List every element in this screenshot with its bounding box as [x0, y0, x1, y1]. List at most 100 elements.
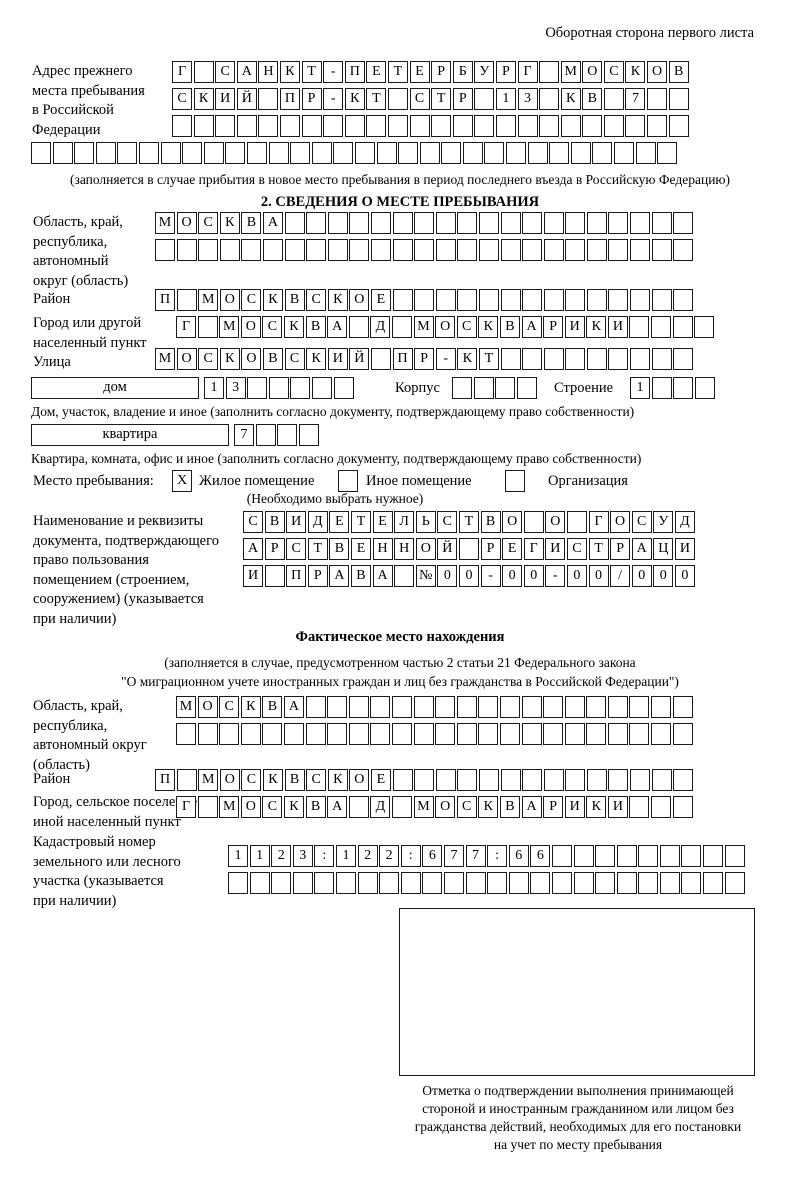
cadastral-r1-cell-19[interactable] — [616, 845, 637, 867]
cadastral-r1-cell-12[interactable]: 7 — [465, 845, 486, 867]
actual-region-r2-cell-19[interactable] — [564, 723, 585, 745]
stroenie-cells[interactable]: 1 — [630, 377, 715, 399]
actual-district-cell-22[interactable] — [608, 769, 629, 791]
previous-address-r4-cell-11[interactable] — [246, 142, 267, 164]
cadastral-r2-cell-9[interactable] — [400, 872, 421, 894]
actual-region-r2-cell-17[interactable] — [521, 723, 542, 745]
street-cell-3[interactable]: С — [198, 348, 219, 370]
document-r3-cell-14[interactable]: 0 — [523, 565, 544, 587]
flat-cell-2[interactable] — [255, 424, 276, 446]
cadastral-r2-cell-8[interactable] — [379, 872, 400, 894]
previous-address-r1-cell-13[interactable]: Р — [431, 61, 452, 83]
actual-region-r2-cell-16[interactable] — [499, 723, 520, 745]
district-cell-2[interactable] — [176, 289, 197, 311]
previous-address-r2-cell-22[interactable]: 7 — [625, 88, 646, 110]
cadastral-r1-cell-7[interactable]: 2 — [357, 845, 378, 867]
cadastral-r1-cell-16[interactable] — [551, 845, 572, 867]
actual-region-r2-cell-21[interactable] — [607, 723, 628, 745]
cadastral-r2-cell-7[interactable] — [357, 872, 378, 894]
stroenie-cell-4[interactable] — [694, 377, 715, 399]
document-r2-cell-17[interactable]: Т — [588, 538, 609, 560]
district-cell-8[interactable]: С — [306, 289, 327, 311]
street-cell-20[interactable] — [565, 348, 586, 370]
cadastral-r2-cell-10[interactable] — [422, 872, 443, 894]
district-cell-23[interactable] — [630, 289, 651, 311]
document-r1-cell-8[interactable]: Л — [394, 511, 415, 533]
previous-address-r4-cell-1[interactable] — [31, 142, 51, 164]
document-r3-cell-5[interactable]: А — [329, 565, 350, 587]
actual-district-cell-13[interactable] — [414, 769, 435, 791]
actual-district-cell-2[interactable] — [176, 769, 197, 791]
previous-address-r2-cell-3[interactable]: И — [215, 88, 236, 110]
actual-region-row-2[interactable] — [176, 723, 693, 745]
street-cell-19[interactable] — [543, 348, 564, 370]
street-cell-4[interactable]: К — [219, 348, 240, 370]
region-r1-cell-10[interactable] — [349, 212, 370, 234]
previous-address-r4-cell-20[interactable] — [441, 142, 462, 164]
previous-address-r4-cell-3[interactable] — [74, 142, 95, 164]
previous-address-r2-cell-1[interactable]: С — [172, 88, 192, 110]
korpus-cell-3[interactable] — [495, 377, 516, 399]
stroenie-cell-2[interactable] — [651, 377, 672, 399]
previous-address-r3-cell-12[interactable] — [409, 115, 430, 137]
city-cell-2[interactable] — [197, 316, 218, 338]
document-r3-cell-4[interactable]: Р — [307, 565, 328, 587]
cadastral-r2-cell-5[interactable] — [314, 872, 335, 894]
document-r1-cell-5[interactable]: Е — [329, 511, 350, 533]
actual-region-r2-cell-11[interactable] — [391, 723, 412, 745]
city-cell-20[interactable]: К — [586, 316, 607, 338]
district-cell-25[interactable] — [673, 289, 694, 311]
street-cell-2[interactable]: О — [176, 348, 197, 370]
region-r1-cell-5[interactable]: В — [241, 212, 262, 234]
city-cell-24[interactable] — [672, 316, 693, 338]
cadastral-r1-cell-11[interactable]: 7 — [443, 845, 464, 867]
previous-address-r1-cell-5[interactable]: Н — [258, 61, 279, 83]
street-cell-13[interactable]: Р — [414, 348, 435, 370]
cadastral-r1-cell-14[interactable]: 6 — [508, 845, 529, 867]
actual-region-r1-cell-8[interactable] — [327, 696, 348, 718]
city-cell-1[interactable]: Г — [176, 316, 196, 338]
previous-address-r1-cell-2[interactable] — [193, 61, 214, 83]
street-cell-18[interactable] — [522, 348, 543, 370]
document-r1-cell-17[interactable]: Г — [588, 511, 609, 533]
cadastral-r2-cell-14[interactable] — [508, 872, 529, 894]
cadastral-r1-cell-3[interactable]: 2 — [271, 845, 292, 867]
region-r2-cell-14[interactable] — [435, 239, 456, 261]
region-r2-cell-21[interactable] — [586, 239, 607, 261]
previous-address-r2-cell-6[interactable]: П — [279, 88, 300, 110]
document-r3-cell-20[interactable]: 0 — [653, 565, 674, 587]
document-r2-cell-6[interactable]: Е — [350, 538, 371, 560]
previous-address-r1-cell-11[interactable]: Т — [387, 61, 408, 83]
street-cell-21[interactable] — [586, 348, 607, 370]
actual-region-r2-cell-15[interactable] — [478, 723, 499, 745]
house-cell-6[interactable] — [311, 377, 332, 399]
district-cell-20[interactable] — [565, 289, 586, 311]
actual-region-r1-cell-7[interactable] — [305, 696, 326, 718]
cadastral-r2-cell-15[interactable] — [530, 872, 551, 894]
street-cell-6[interactable]: В — [262, 348, 283, 370]
previous-address-r4-cell-12[interactable] — [268, 142, 289, 164]
region-r1-cell-14[interactable] — [435, 212, 456, 234]
previous-address-r2-cell-4[interactable]: Й — [236, 88, 257, 110]
actual-city-cell-6[interactable]: К — [283, 796, 304, 818]
region-r1-cell-9[interactable] — [327, 212, 348, 234]
city-cell-9[interactable] — [348, 316, 369, 338]
previous-address-r4-cell-2[interactable] — [52, 142, 73, 164]
city-cell-4[interactable]: О — [240, 316, 261, 338]
cadastral-r1-cell-9[interactable]: : — [400, 845, 421, 867]
document-r2-cell-8[interactable]: Н — [394, 538, 415, 560]
actual-district-cell-3[interactable]: М — [198, 769, 219, 791]
region-r2-cell-22[interactable] — [608, 239, 629, 261]
document-r1-cell-6[interactable]: Т — [350, 511, 371, 533]
actual-region-r2-cell-20[interactable] — [586, 723, 607, 745]
actual-region-r1-cell-16[interactable] — [499, 696, 520, 718]
region-r1-cell-16[interactable] — [478, 212, 499, 234]
actual-district-cell-21[interactable] — [586, 769, 607, 791]
cadastral-r2-cell-4[interactable] — [292, 872, 313, 894]
previous-address-r2-cell-2[interactable]: К — [193, 88, 214, 110]
region-r2-cell-8[interactable] — [306, 239, 327, 261]
